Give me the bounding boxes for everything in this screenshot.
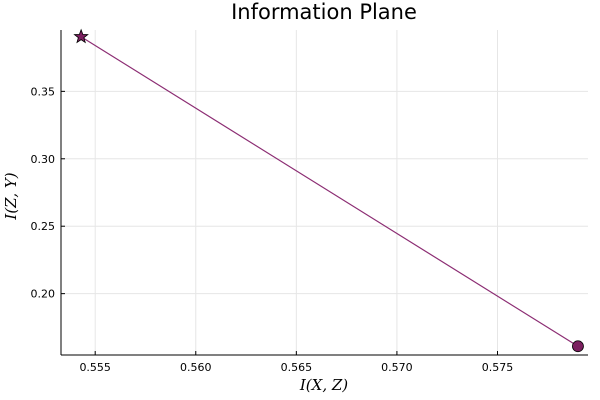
x-tick-label-3: 0.570 bbox=[381, 361, 413, 374]
axes bbox=[60, 30, 588, 356]
y-tick-label-2: 0.30 bbox=[31, 153, 56, 166]
y-tick-label-0: 0.20 bbox=[31, 288, 56, 301]
grid bbox=[61, 30, 588, 355]
x-tick-label-4: 0.575 bbox=[482, 361, 514, 374]
series bbox=[73, 28, 584, 353]
x-tick-label-0: 0.555 bbox=[79, 361, 111, 374]
series-line-0 bbox=[80, 36, 579, 347]
y-axis-label: I(Z, Y) bbox=[2, 172, 20, 220]
tick-labels: 0.555 0.560 0.565 0.570 0.575 0.20 0.25 0.30 0.3… bbox=[31, 85, 514, 374]
chart-title: Information Plane bbox=[231, 0, 417, 24]
x-axis-label: I(X, Z) bbox=[299, 376, 348, 394]
x-tick-label-2: 0.565 bbox=[281, 361, 313, 374]
circle-marker-point bbox=[572, 340, 584, 353]
y-tick-label-1: 0.25 bbox=[31, 220, 56, 233]
y-tick-label-3: 0.35 bbox=[31, 85, 56, 98]
star-marker-point bbox=[73, 28, 89, 44]
x-tick-label-1: 0.560 bbox=[180, 361, 212, 374]
